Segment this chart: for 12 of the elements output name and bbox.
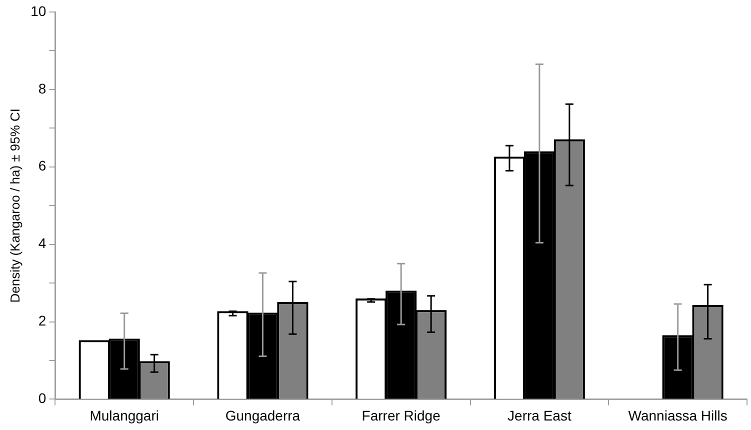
x-tick-label: Farrer Ridge: [362, 407, 441, 424]
y-axis-title: Density (Kangaroo / ha) ± 95% CI: [7, 108, 22, 303]
x-tick-label: Wanniassa Hills: [628, 407, 728, 424]
y-tick-label: 6: [38, 158, 46, 174]
x-tick-label: Mulanggari: [90, 407, 159, 424]
y-tick-label: 8: [38, 80, 46, 96]
x-tick-label: Gungaderra: [225, 407, 300, 424]
y-tick-label: 0: [38, 390, 46, 406]
y-tick-label: 2: [38, 312, 46, 329]
y-tick-label: 10: [30, 2, 46, 19]
y-tick-label: 4: [38, 235, 46, 252]
x-tick-label: Jerra East: [508, 407, 572, 424]
